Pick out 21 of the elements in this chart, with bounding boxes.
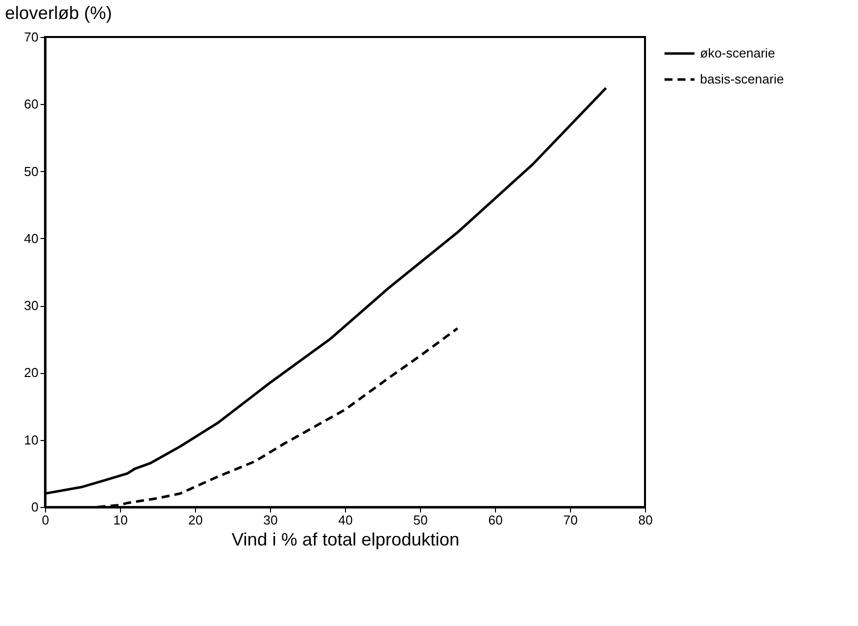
x-tick-label: 0 — [42, 512, 50, 528]
y-tick-label: 20 — [24, 365, 38, 380]
x-tick-label: 10 — [113, 512, 128, 528]
x-tick-label: 50 — [413, 512, 428, 528]
x-tick-label: 20 — [188, 512, 203, 528]
legend-label: øko-scenarie — [700, 46, 776, 60]
y-tick-label: 50 — [24, 164, 38, 179]
x-tick-label: 30 — [263, 512, 278, 528]
x-tick-label: 60 — [488, 512, 503, 528]
y-tick-label: 0 — [31, 500, 38, 514]
y-tick-label: 70 — [24, 30, 38, 44]
x-axis-title: Vind i % af total elproduktion — [232, 530, 460, 550]
y-axis-title: eloverløb (%) — [5, 3, 112, 23]
legend-label: basis-scenarie — [700, 72, 784, 86]
x-tick-label: 80 — [638, 512, 653, 528]
y-tick-label: 10 — [24, 432, 38, 448]
x-tick-label: 40 — [338, 512, 353, 528]
y-tick-label: 30 — [24, 298, 38, 314]
y-tick-label: 40 — [24, 230, 38, 246]
x-tick-label: 70 — [563, 512, 578, 528]
y-tick-label: 60 — [24, 96, 38, 112]
